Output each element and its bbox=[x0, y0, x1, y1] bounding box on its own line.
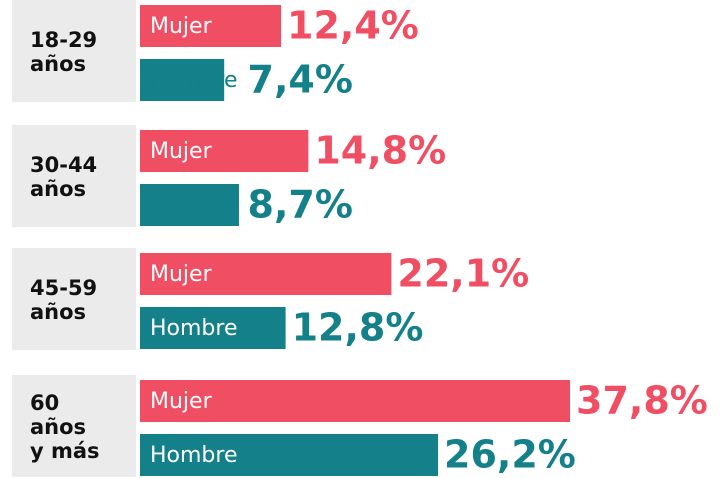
bar-name: Mujer bbox=[150, 14, 213, 39]
category-line: 60 bbox=[30, 391, 59, 415]
category-label: 18-29 años bbox=[30, 28, 97, 76]
bar bbox=[140, 5, 282, 47]
category-line: años bbox=[30, 300, 86, 324]
category-line: años bbox=[30, 415, 86, 439]
category-line: 30-44 bbox=[30, 153, 97, 177]
category-box bbox=[12, 248, 136, 350]
bar-name: Hombre bbox=[150, 316, 238, 341]
category-label: 30-44 años bbox=[30, 153, 97, 201]
category-label: 60 años y más bbox=[30, 391, 100, 463]
category-line: años bbox=[30, 52, 86, 76]
bar-name: Mujer bbox=[150, 389, 213, 414]
category-line: y más bbox=[30, 439, 100, 463]
value-label: 12,4% bbox=[287, 4, 419, 48]
value-label: 8,7% bbox=[248, 183, 353, 227]
value-label: 12,8% bbox=[292, 306, 424, 350]
value-label: 37,8% bbox=[576, 379, 708, 423]
bar-name: Hombre bbox=[150, 443, 238, 468]
value-label: 7,4% bbox=[248, 58, 353, 102]
bar bbox=[140, 130, 309, 172]
bar bbox=[140, 307, 286, 349]
bar bbox=[140, 380, 570, 422]
value-label: 22,1% bbox=[397, 252, 529, 296]
bar bbox=[140, 253, 392, 295]
bar bbox=[140, 59, 225, 101]
value-label: 26,2% bbox=[444, 433, 576, 477]
bar-name: Mujer bbox=[150, 262, 213, 287]
bar bbox=[140, 184, 239, 226]
category-box bbox=[12, 375, 136, 477]
category-line: 18-29 bbox=[30, 28, 97, 52]
bar bbox=[140, 434, 439, 476]
category-box bbox=[12, 125, 136, 227]
category-line: años bbox=[30, 177, 86, 201]
bar-name: Hombre bbox=[150, 68, 238, 93]
bar-name: Mujer bbox=[150, 139, 213, 164]
bar-name: Hombre bbox=[150, 193, 238, 218]
value-label: 14,8% bbox=[314, 129, 446, 173]
category-line: 45-59 bbox=[30, 276, 97, 300]
category-label: 45-59 años bbox=[30, 276, 97, 324]
category-box bbox=[12, 0, 136, 102]
